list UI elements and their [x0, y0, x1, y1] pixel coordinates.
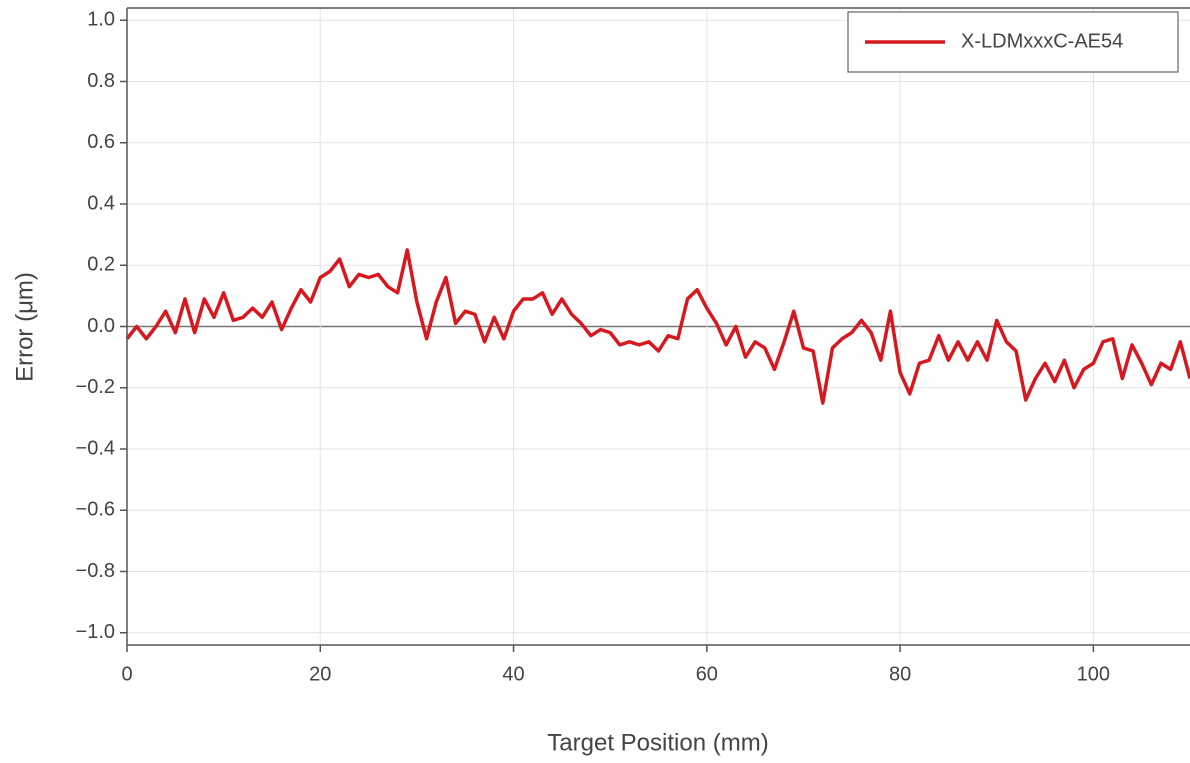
y-tick-label: −0.8 — [76, 560, 115, 582]
y-tick-label: 0.2 — [87, 254, 115, 276]
x-tick-label: 60 — [696, 663, 718, 685]
x-tick-label: 80 — [889, 663, 911, 685]
x-tick-label: 0 — [121, 663, 132, 685]
legend: X-LDMxxxC-AE54 — [847, 11, 1179, 73]
y-tick-label: −1.0 — [76, 621, 115, 643]
legend-label: X-LDMxxxC-AE54 — [961, 30, 1123, 52]
y-tick-label: 0.8 — [87, 70, 115, 92]
x-tick-label: 20 — [309, 663, 331, 685]
y-tick-label: 1.0 — [87, 9, 115, 31]
x-tick-label: 100 — [1077, 663, 1110, 685]
y-tick-label: −0.4 — [76, 437, 115, 459]
x-axis-label: Target Position (mm) — [547, 729, 768, 756]
y-axis-label: Error (μm) — [11, 272, 38, 382]
y-tick-label: 0.4 — [87, 192, 115, 214]
y-tick-label: 0.6 — [87, 131, 115, 153]
y-tick-label: −0.2 — [76, 376, 115, 398]
data-line — [125, 248, 1190, 405]
y-tick-label: 0.0 — [87, 315, 115, 337]
x-tick-label: 40 — [502, 663, 524, 685]
y-tick-label: −0.6 — [76, 499, 115, 521]
